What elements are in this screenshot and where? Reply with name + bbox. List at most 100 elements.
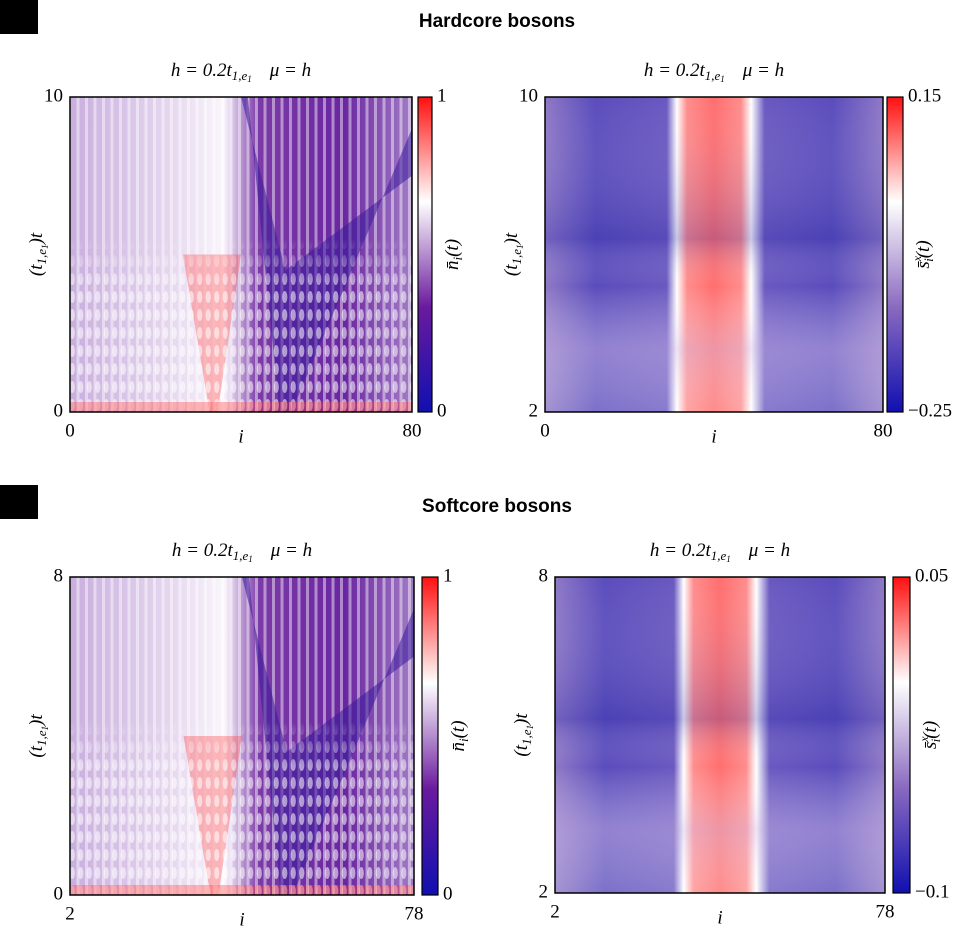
cbar-label-rest: (t) [920,721,941,739]
x-tick-label: 2 [550,901,560,922]
y-label-open: (t [501,264,522,276]
y-label: (t1,e1)t [26,232,50,276]
title-h: h = 0.2t [172,540,234,561]
y-label-sub: 1,e [34,730,49,746]
y-tick-label: 2 [529,400,539,421]
colorbar-tick-label: 1 [443,565,453,586]
cbar-label-sup: x [910,255,924,262]
panel-letter-box [0,0,38,34]
x-tick-label: 0 [540,420,550,441]
colorbar-label: n̄i(t) [448,720,471,751]
cbar-label-rest: (t) [448,720,469,738]
y-tick-label: 2 [539,881,549,902]
heatmap [545,97,883,412]
y-label: (t1,e1)t [501,232,525,276]
edge-row-red [70,885,414,895]
heatmap-bands [545,97,883,412]
panel-letter-box [0,485,38,519]
cbar-label-sub: i [456,738,471,742]
x-tick-label: 78 [405,903,424,924]
y-label-subsub: 1 [40,244,50,249]
x-label: i [711,426,716,447]
colorbar-tick-label: −0.25 [908,400,952,421]
y-tick-label: 8 [539,565,549,586]
title-mu: μ = h [748,540,790,561]
y-tick-label: 8 [54,565,64,586]
x-tick-label: 80 [403,420,422,441]
title-sub: 1,e [705,68,721,83]
colorbar-tick-label: 0 [437,400,447,421]
y-label-sub: 1,e [519,729,534,745]
plot-title: h = 0.2t1,e1 μ = h [650,540,790,564]
title-subsub: 1 [720,74,725,84]
x-label: i [238,426,243,447]
colorbar-tick-label: 0.05 [915,565,948,586]
panel-letter: a [14,7,25,28]
heatmap-lattice [70,577,414,895]
cbar-label-sub: i [928,738,943,742]
title-h: h = 0.2t [171,60,233,81]
y-label-close: )t [511,713,532,726]
y-label: (t1,e1)t [511,713,535,757]
title-sub: 1,e [233,548,249,563]
x-label: i [717,907,722,928]
y-label-sub: 1,e [34,249,49,265]
y-label: (t1,e1)t [26,714,50,758]
y-label-close: )t [26,714,47,727]
heatmap [70,97,412,412]
y-label-open: (t [26,264,47,276]
cbar-label-sup: x [917,736,931,743]
title-mu: μ = h [270,540,312,561]
y-label-subsub: 1 [525,725,535,730]
cbar-label-base: s̄ [913,261,934,269]
y-label-open: (t [511,744,532,756]
panel-title: Hardcore bosons [419,11,575,32]
title-subsub: 1 [247,74,252,84]
plot-frame [554,576,886,894]
colorbar [421,576,439,896]
cbar-label-sub: i [921,258,936,262]
colorbar-tick-label: 1 [437,85,447,106]
x-tick-label: 78 [876,901,895,922]
edge-row-red [70,402,412,412]
y-label-close: )t [501,232,522,245]
cbar-label-rest: (t) [442,239,463,257]
x-label: i [239,909,244,928]
y-tick-label: 0 [54,883,64,904]
plot-frame [69,96,413,413]
plot-title: h = 0.2t1,e1 μ = h [171,60,311,84]
plot-title: h = 0.2t1,e1 μ = h [644,60,784,84]
colorbar [417,96,433,413]
x-tick-label: 80 [874,420,893,441]
y-label-open: (t [26,745,47,757]
heatmap-lattice [70,97,412,412]
title-h: h = 0.2t [650,540,712,561]
title-mu: μ = h [269,60,311,81]
title-h: h = 0.2t [644,60,706,81]
heatmap-bands [555,577,885,893]
panel-title: Softcore bosons [422,496,572,517]
title-sub: 1,e [711,548,727,563]
title-mu: μ = h [742,60,784,81]
colorbar-tick-label: 0 [443,883,453,904]
heatmap [70,577,414,895]
panel-letter: b [13,492,25,513]
title-subsub: 1 [726,554,731,564]
cbar-label-base: n̄ [442,261,463,271]
title-sub: 1,e [232,68,248,83]
y-label-subsub: 1 [515,244,525,249]
edge-row [70,885,414,895]
colorbar-label: n̄i(t) [442,239,465,270]
colorbar [886,96,904,413]
x-tick-label: 0 [65,420,75,441]
plot-title: h = 0.2t1,e1 μ = h [172,540,312,564]
y-label-sub: 1,e [509,249,524,265]
title-subsub: 1 [248,554,253,564]
y-tick-label: 10 [519,85,538,106]
y-tick-label: 0 [54,400,64,421]
plot-frame [544,96,884,413]
cbar-label-sub: i [450,257,465,261]
colorbar-tick-label: −0.1 [915,881,949,902]
edge-row [70,402,412,412]
